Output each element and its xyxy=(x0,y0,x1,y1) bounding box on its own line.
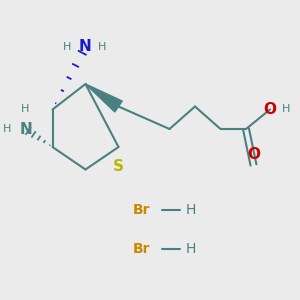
Text: H: H xyxy=(186,203,196,217)
Text: H: H xyxy=(98,41,106,52)
Text: H: H xyxy=(282,104,291,115)
Text: O: O xyxy=(263,102,277,117)
Polygon shape xyxy=(85,84,122,112)
Text: Br: Br xyxy=(133,242,150,256)
Text: S: S xyxy=(113,159,124,174)
Text: O: O xyxy=(247,147,260,162)
Text: N: N xyxy=(79,39,92,54)
Text: H: H xyxy=(63,41,72,52)
Text: H: H xyxy=(186,242,196,256)
Text: Br: Br xyxy=(133,203,150,217)
Text: H: H xyxy=(3,124,12,134)
Text: H: H xyxy=(21,104,30,115)
Text: N: N xyxy=(19,122,32,136)
